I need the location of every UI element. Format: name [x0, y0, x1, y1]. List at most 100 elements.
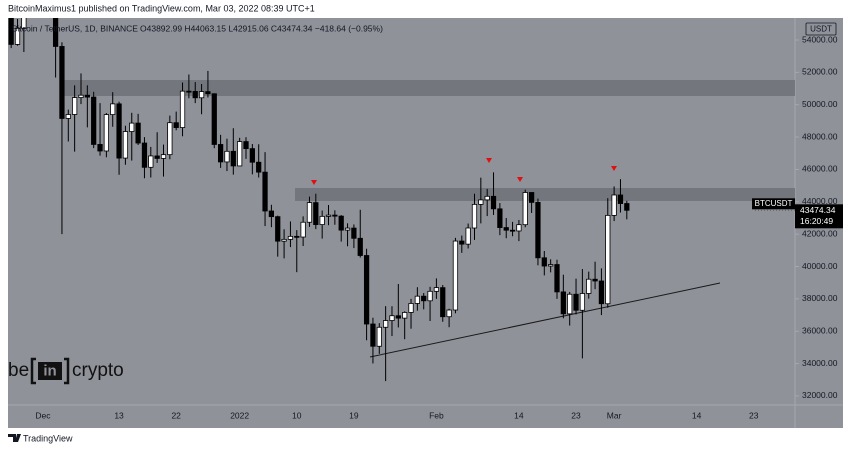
candle-body — [230, 150, 236, 167]
candle-body — [548, 264, 554, 267]
x-tick-label: 23 — [571, 410, 581, 420]
marker — [311, 180, 317, 185]
chart-background — [8, 18, 843, 428]
candle-body — [554, 264, 560, 293]
currency-label: USDT — [810, 25, 832, 34]
x-tick-label: 13 — [114, 410, 124, 420]
x-tick-label: 22 — [171, 410, 181, 420]
candle-body — [459, 240, 465, 245]
x-tick-label: 14 — [514, 410, 524, 420]
candle-body — [217, 144, 224, 163]
y-tick-label: 42000.00 — [802, 228, 838, 238]
candle-body — [579, 293, 586, 311]
candle-body — [173, 122, 179, 128]
candle-body — [471, 203, 478, 229]
candle-body — [243, 141, 249, 150]
candle-body — [535, 202, 541, 259]
candle-body — [421, 295, 427, 302]
candle-body — [522, 192, 528, 226]
candle-body — [211, 93, 217, 145]
candle-body — [281, 238, 287, 242]
candle-body — [484, 195, 490, 201]
footer: TradingView — [8, 433, 73, 443]
symbol-tag-label: BTCUSDT — [755, 199, 793, 208]
candle-body — [598, 280, 605, 305]
candle-body — [103, 114, 109, 152]
x-tick-label: Dec — [35, 410, 51, 420]
watermark: be in crypto — [8, 357, 124, 385]
candle-body — [433, 287, 440, 292]
y-tick-label: 38000.00 — [802, 293, 838, 303]
candle-body — [224, 150, 230, 163]
candle-body — [249, 148, 255, 163]
candle-body — [84, 94, 90, 98]
y-tick-label: 44000.00 — [802, 196, 838, 206]
candle-body — [186, 90, 192, 93]
candle-body — [332, 214, 338, 217]
last-price-tag — [795, 204, 843, 229]
x-tick-label: Feb — [429, 410, 444, 420]
trend-line — [369, 282, 721, 358]
candle-body — [148, 155, 154, 168]
x-tick-label: 19 — [349, 410, 359, 420]
footer-logo — [8, 434, 21, 442]
candle-body — [351, 227, 357, 239]
marker — [517, 177, 523, 182]
candle-body — [465, 227, 471, 245]
watermark-text: crypto — [72, 360, 124, 381]
candle-body — [154, 155, 160, 159]
candle-body — [528, 192, 535, 203]
candle-body — [205, 91, 211, 95]
candle-body — [160, 154, 167, 159]
candle-body — [586, 278, 592, 294]
candle-body — [516, 224, 522, 232]
candle-body — [490, 195, 497, 210]
candle-body — [78, 94, 84, 98]
y-tick-label: 36000.00 — [802, 325, 838, 335]
candle-body — [262, 171, 268, 212]
candle-body — [402, 312, 408, 319]
candle-body — [427, 290, 433, 302]
x-tick-label: 2022 — [230, 410, 249, 420]
marker — [611, 166, 617, 171]
candle-body — [389, 315, 395, 321]
candle-body — [497, 208, 503, 228]
last-price-label: 43474.34 — [800, 205, 836, 215]
y-tick-label: 52000.00 — [802, 67, 838, 77]
candle-body — [198, 91, 205, 99]
marker — [486, 158, 492, 163]
watermark-block — [38, 362, 62, 380]
candles — [8, 18, 630, 382]
countdown-label: 16:20:49 — [800, 216, 833, 226]
x-tick-label: Mar — [607, 410, 622, 420]
candle-body — [414, 295, 420, 304]
candle-body — [167, 122, 173, 156]
y-tick-label: 48000.00 — [802, 131, 838, 141]
y-tick-label: 34000.00 — [802, 358, 838, 368]
candle-body — [21, 18, 27, 29]
ohlc-legend: O43892.99 H44063.15 L42915.06 C43474.34 … — [140, 23, 383, 33]
watermark-bracket — [30, 357, 70, 385]
candle-body — [357, 237, 363, 256]
candle-body — [59, 46, 65, 119]
y-tick-label: 32000.00 — [802, 390, 838, 400]
resistance-zone — [295, 188, 795, 201]
candle-body — [446, 309, 452, 318]
y-tick-label: 40000.00 — [802, 261, 838, 271]
candle-body — [116, 103, 122, 159]
candle-body — [338, 215, 344, 231]
candle-body — [624, 203, 630, 211]
candle-body — [179, 90, 186, 128]
candle-body — [8, 18, 14, 45]
watermark-text: in — [43, 362, 56, 379]
candle-body — [408, 303, 414, 313]
candle-body — [560, 291, 566, 315]
candle-body — [567, 293, 573, 315]
candle-body — [440, 287, 446, 318]
candle-body — [122, 131, 129, 159]
candle-body — [306, 202, 313, 223]
candle-body — [237, 141, 243, 167]
candle-body — [541, 257, 547, 267]
